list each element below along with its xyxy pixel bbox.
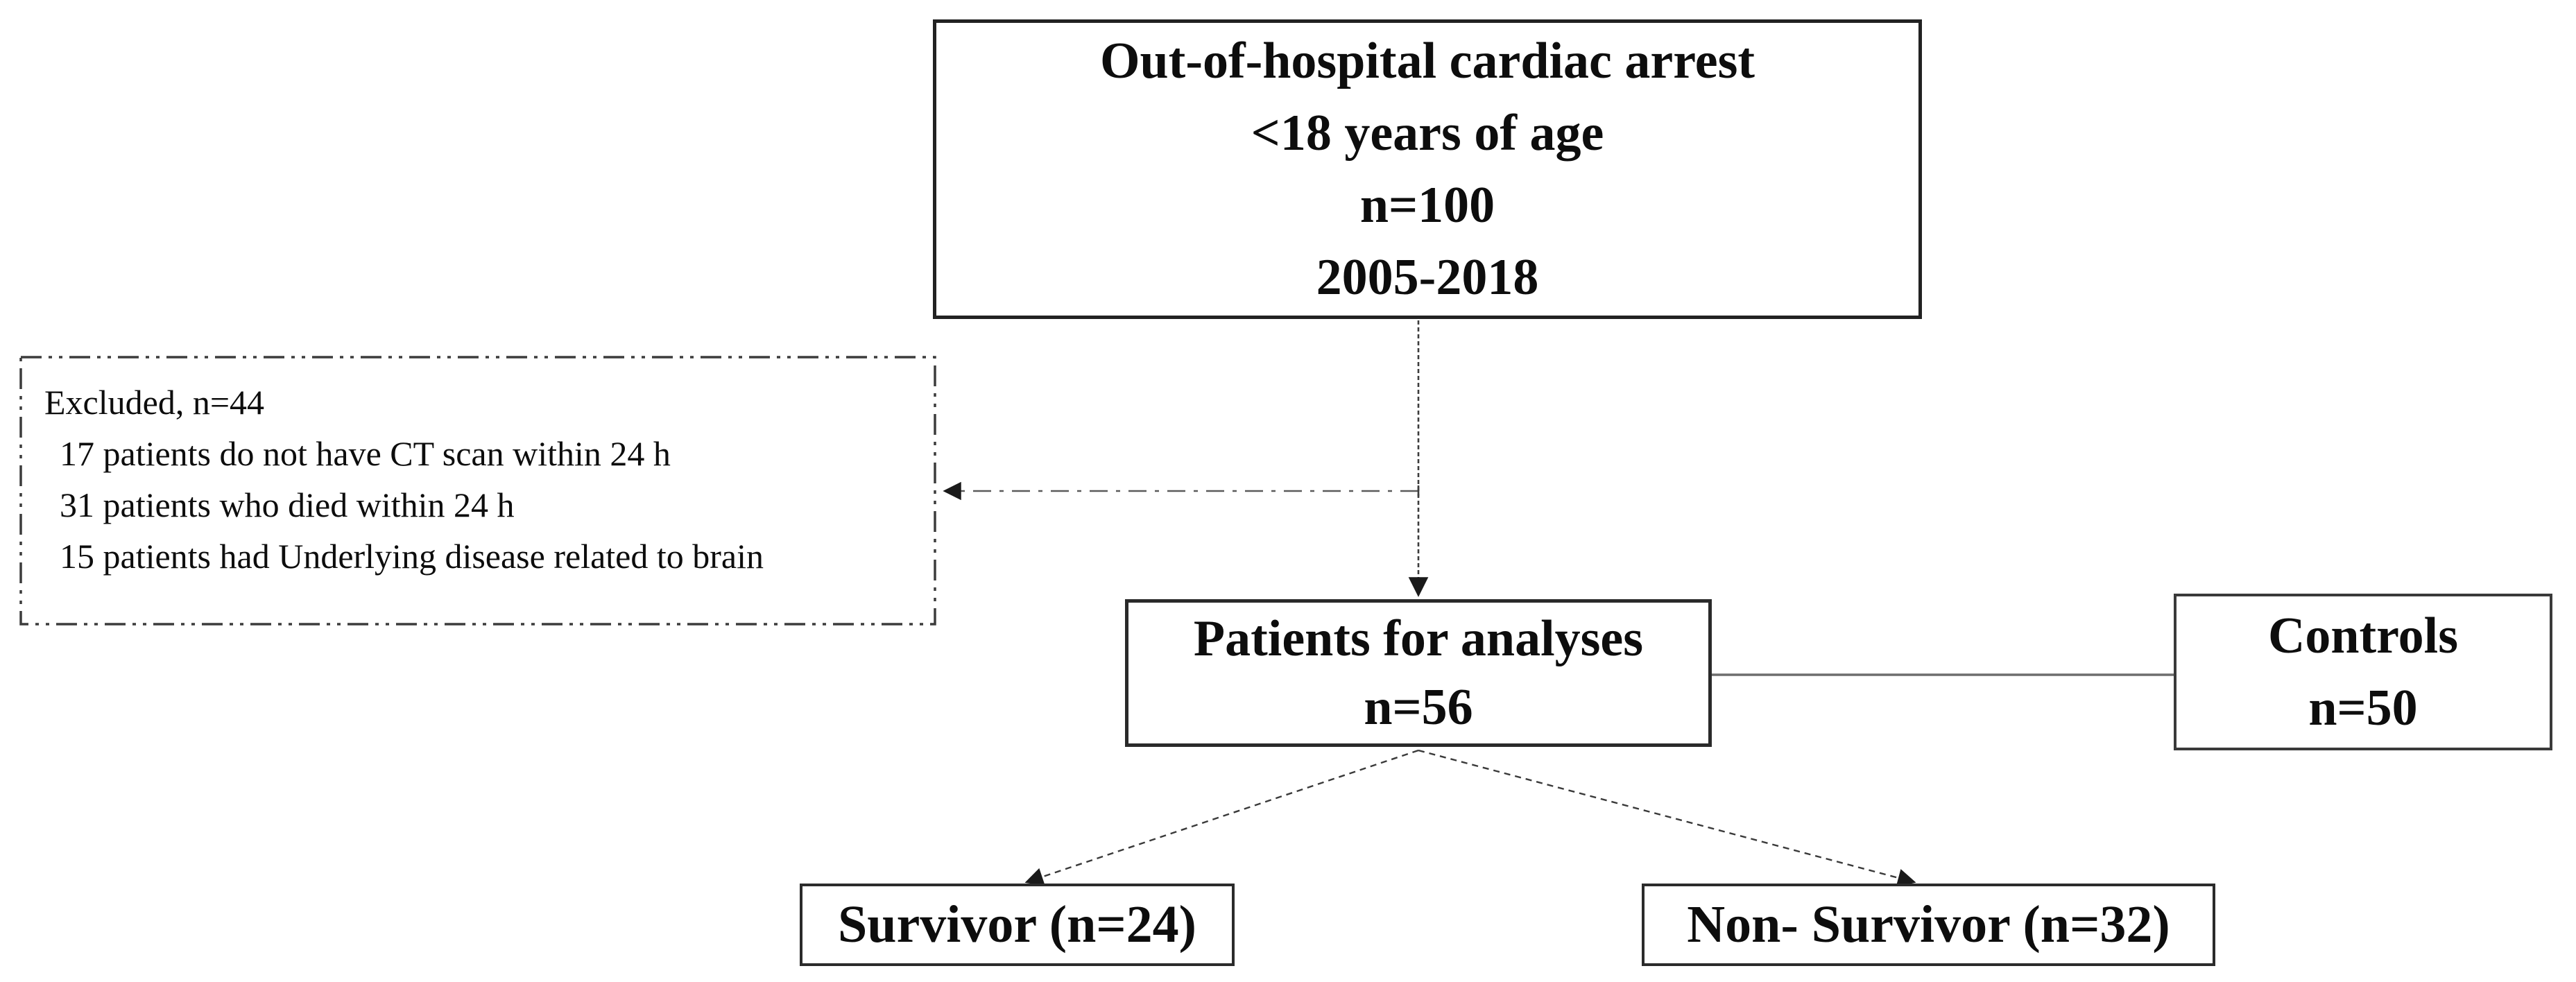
patients-box: Patients for analyses n=56 <box>1125 599 1712 747</box>
controls-box: Controls n=50 <box>2174 594 2552 750</box>
excluded-item-1: 17 patients do not have CT scan within 2… <box>60 434 671 473</box>
cardiac-arrest-line-4: 2005-2018 <box>1316 249 1539 306</box>
excluded-title: Excluded, n=44 <box>44 383 265 422</box>
arrow-patients-to-survivor <box>1024 749 1419 886</box>
excluded-item-3: 15 patients had Underlying disease relat… <box>60 537 764 576</box>
cardiac-arrest-line-1: Out-of-hospital cardiac arrest <box>1099 33 1755 89</box>
cardiac-arrest-line-3: n=100 <box>1359 177 1495 234</box>
excluded-box-border <box>19 356 936 626</box>
excluded-box: Excluded, n=44 17 patients do not have C… <box>21 357 935 624</box>
survivor-label: Survivor (n=24) <box>838 895 1196 954</box>
cardiac-arrest-box: Out-of-hospital cardiac arrest <18 years… <box>933 19 1922 319</box>
excluded-item-2: 31 patients who died within 24 h <box>60 485 515 524</box>
non-survivor-box: Non- Survivor (n=32) <box>1642 884 2215 966</box>
cardiac-arrest-line-2: <18 years of age <box>1251 105 1604 162</box>
controls-line-2: n=50 <box>2308 680 2418 736</box>
arrow-patients-to-nonsurvivor <box>1418 749 1916 887</box>
survivor-box: Survivor (n=24) <box>800 884 1235 966</box>
non-survivor-label: Non- Survivor (n=32) <box>1687 895 2170 954</box>
patients-line-1: Patients for analyses <box>1193 610 1644 667</box>
patients-line-2: n=56 <box>1364 678 1473 736</box>
controls-line-1: Controls <box>2267 608 2459 664</box>
